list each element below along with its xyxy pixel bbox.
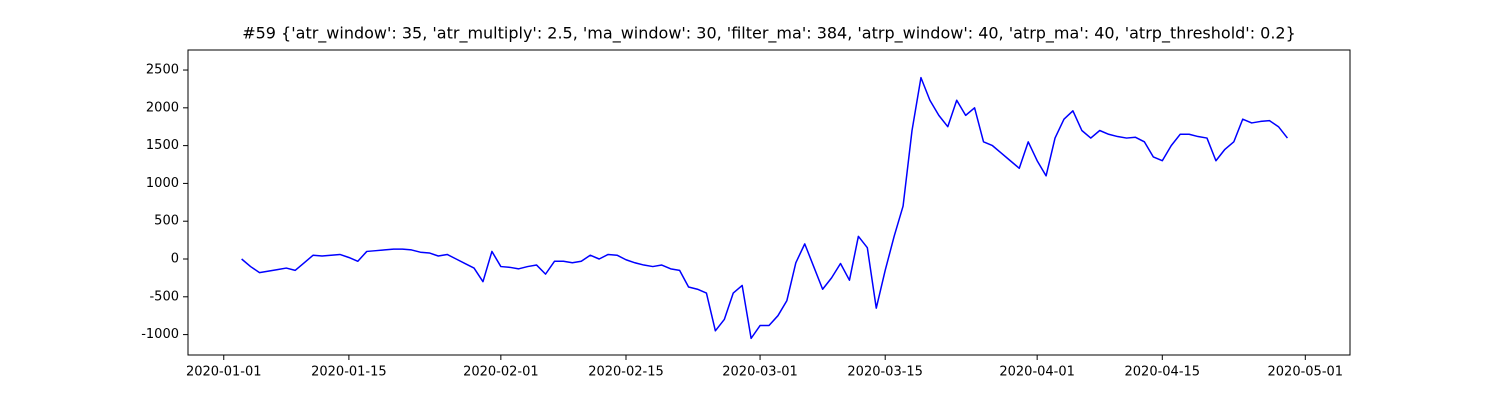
y-tick-label: 2500 (146, 63, 179, 78)
data-line (241, 76, 1289, 340)
x-tick-label: 2020-03-15 (847, 365, 923, 380)
y-tick-label: 1000 (146, 176, 179, 191)
x-tick-label: 2020-01-15 (311, 365, 387, 380)
y-tick-label: -500 (149, 289, 179, 304)
y-tick-label: 2000 (146, 100, 179, 115)
x-tick-label: 2020-04-15 (1125, 365, 1201, 380)
y-tick-label: -1000 (141, 327, 179, 342)
y-tick-label: 0 (171, 252, 179, 267)
x-tick-label: 2020-01-01 (186, 365, 262, 380)
x-tick-label: 2020-05-01 (1268, 365, 1344, 380)
y-tick-label: 1500 (146, 138, 179, 153)
y-tick-label: 500 (154, 214, 179, 229)
chart-title: #59 {'atr_window': 35, 'atr_multiply': 2… (242, 24, 1296, 44)
x-tick-label: 2020-03-01 (722, 365, 798, 380)
x-tick-label: 2020-04-01 (999, 365, 1075, 380)
x-tick-label: 2020-02-15 (588, 365, 664, 380)
x-tick-label: 2020-02-01 (463, 365, 539, 380)
plot-frame (187, 49, 1351, 356)
